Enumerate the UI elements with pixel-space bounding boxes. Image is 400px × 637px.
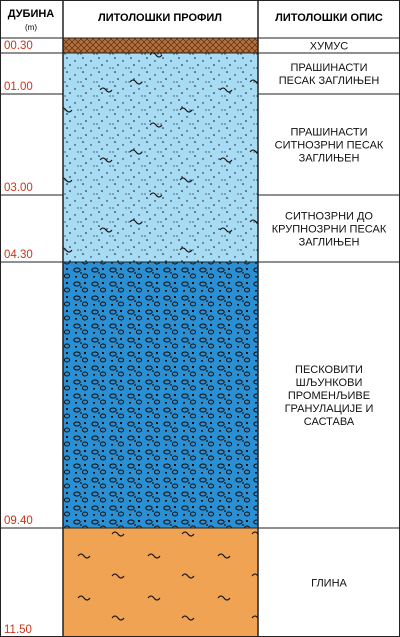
- description-line: ЗАГЛИЊЕН: [299, 236, 360, 248]
- layer-fill: [63, 262, 258, 528]
- description-line: ПРОМЕНЉИВЕ: [288, 390, 370, 402]
- layer-fill: [63, 528, 258, 637]
- layer-texture: [63, 94, 258, 195]
- description-line: ПРАШИНАСТИ: [290, 126, 367, 138]
- description-line: СИТНОЗРНИ ПЕСАК: [275, 139, 384, 151]
- depth-label: 01.00: [4, 81, 33, 93]
- description-title: ЛИТОЛОШКИ ОПИС: [275, 12, 383, 24]
- description-line: СИТНОЗРНИ ДО: [285, 210, 373, 222]
- description-line: ЗАГЛИЊЕН: [299, 152, 360, 164]
- depth-title: ДУБИНА: [8, 8, 55, 20]
- description-line: ПЕСКОВИТИ: [295, 364, 363, 376]
- description-line: САСТАВА: [304, 416, 355, 428]
- description-line: ХУМУС: [310, 40, 348, 52]
- layer-texture: [63, 53, 258, 94]
- description-line: ГРАНУЛАЦИЈЕ И: [285, 403, 374, 415]
- description-line: ПЕСАК ЗАГЛИЊЕН: [279, 75, 380, 87]
- depth-unit: (m): [25, 23, 37, 32]
- depth-label: 09.40: [4, 515, 33, 527]
- description-line: ПРАШИНАСТИ: [290, 62, 367, 74]
- depth-label: 04.30: [4, 249, 33, 261]
- layer-fill: [63, 38, 258, 53]
- depth-label: 03.00: [4, 182, 33, 194]
- layer-texture: [63, 195, 258, 262]
- description-line: ШЉУНКОВИ: [296, 377, 363, 389]
- description-line: КРУПНОЗРНИ ПЕСАК: [272, 223, 387, 235]
- profile-title: ЛИТОЛОШКИ ПРОФИЛ: [98, 12, 222, 24]
- depth-label: 00.30: [4, 40, 33, 52]
- depth-label: 11.50: [4, 624, 32, 636]
- description-line: ГЛИНА: [311, 577, 347, 589]
